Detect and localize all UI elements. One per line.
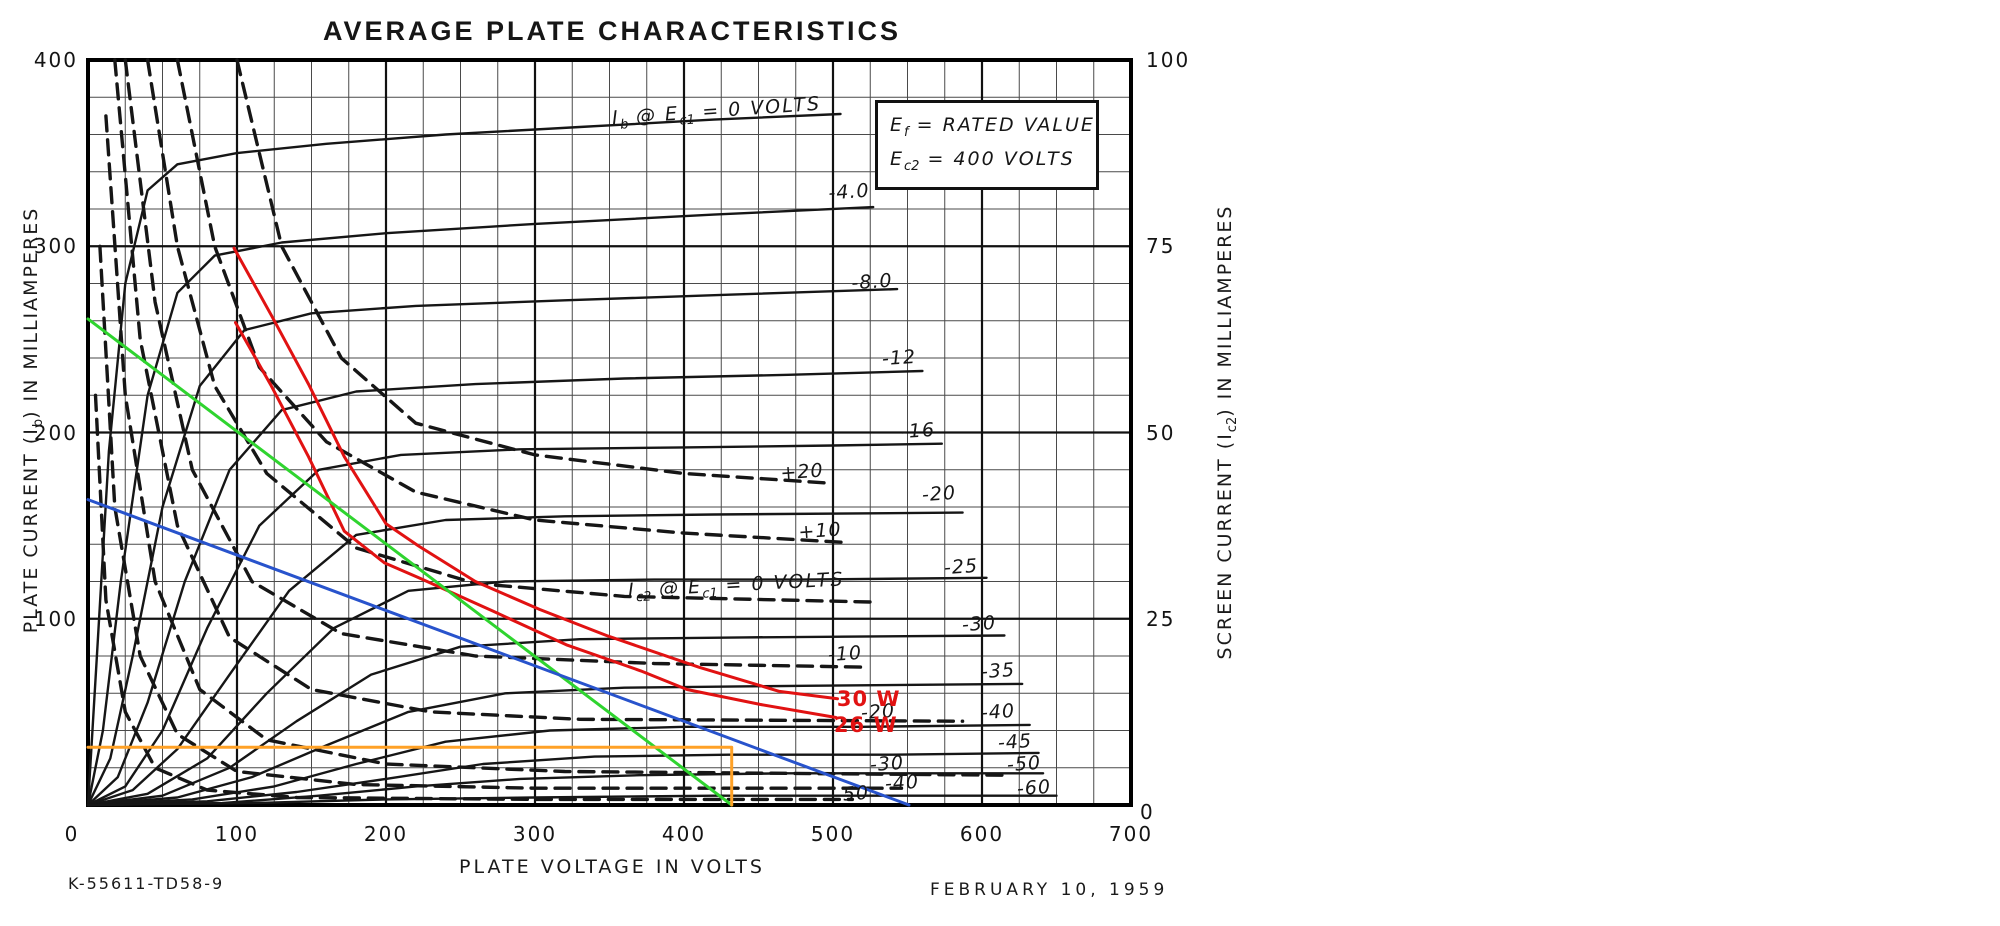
drawing-number: K-55611-TD58-9 xyxy=(68,874,225,893)
grid-bias-curve-label: -30 xyxy=(961,612,997,637)
grid-bias-curve-label: -35 xyxy=(980,658,1017,684)
curve-ib-ec1--35 xyxy=(86,682,1024,807)
y-axis-right-title: SCREEN CURRENT (Ic2) IN MILLIAMPERES xyxy=(1214,204,1240,660)
grid-bias-curve-label: +10 xyxy=(797,518,842,544)
y-right-tick-label: 50 xyxy=(1146,420,1176,445)
condition-line-ef: Ef = RATED VALUE xyxy=(890,114,1095,140)
grid-bias-curve-label: -20 xyxy=(921,481,957,507)
grid-bias-curve-label: -60 xyxy=(1016,776,1052,801)
curve-ic2-ec1--20 xyxy=(113,58,965,723)
curve-30-w-dissipation-limit xyxy=(232,246,839,701)
curve-orange-operating-point-marker xyxy=(86,745,734,807)
y-left-tick-label: 300 xyxy=(33,234,78,259)
grid-bias-curve-label: -4.0 xyxy=(828,179,871,205)
y-right-tick-label: 25 xyxy=(1146,606,1176,631)
curve-ic2-ec1-+20 xyxy=(235,58,826,485)
x-axis-title: PLATE VOLTAGE IN VOLTS xyxy=(459,856,765,878)
curve-ic2-ec1--10 xyxy=(123,58,871,669)
grid-bias-curve-label: -50 xyxy=(834,781,871,806)
curve-ic2-ec1--30 xyxy=(104,114,1011,777)
power-annotation-label: 26 W xyxy=(833,712,898,737)
y-right-tick-label: 100 xyxy=(1146,48,1191,72)
x-tick-label: 0 xyxy=(64,822,80,846)
grid-bias-curve-label: -40 xyxy=(980,699,1017,725)
y-right-tick-label: 0 xyxy=(1140,800,1155,824)
grid-bias-curve-label: -25 xyxy=(943,554,979,579)
curve-ib-ec1--16 xyxy=(86,442,943,807)
curve-ic2-ec1-0 xyxy=(145,58,872,604)
y-axis-left-title: PLATE CURRENT (Ib) IN MILLIAMPERES xyxy=(20,206,46,634)
grid-bias-curve-label: -10 xyxy=(827,641,863,667)
condition-line-ec2: Ec2 = 400 VOLTS xyxy=(890,147,1075,174)
page-title: AVERAGE PLATE CHARACTERISTICS xyxy=(322,16,902,46)
curve-ib-ec1--20 xyxy=(86,511,964,807)
curve-ib-ec1--60 xyxy=(86,794,1058,807)
x-tick-label: 600 xyxy=(959,822,1005,846)
curve-ib-ec1--4-0 xyxy=(86,205,875,807)
curve-ib-ec1--40 xyxy=(86,723,1031,807)
curve-ic2-ec1--50 xyxy=(93,393,855,802)
x-tick-label: 100 xyxy=(214,822,260,846)
x-tick-label: 400 xyxy=(661,822,707,846)
grid-bias-curve-label: -45 xyxy=(997,729,1033,754)
x-tick-label: 300 xyxy=(512,822,558,846)
x-tick-label: 700 xyxy=(1108,822,1154,846)
date-label: FEBRUARY 10, 1959 xyxy=(930,880,1169,900)
power-annotation-label: 30 W xyxy=(836,686,901,711)
curve-ib-ec1--45 xyxy=(86,751,1040,807)
curve-ic2-ec1--40 xyxy=(98,244,904,790)
curve-ib-ec1-0 xyxy=(86,112,842,807)
grid-bias-curve-label: -12 xyxy=(880,345,917,371)
plate-characteristics-chart xyxy=(86,58,1133,807)
plot-frame xyxy=(86,58,1133,807)
y-left-tick-label: 400 xyxy=(33,48,78,72)
curve-blue-load-line xyxy=(86,498,911,807)
x-tick-label: 500 xyxy=(810,822,856,846)
conditions-box: Ef = RATED VALUE Ec2 = 400 VOLTS xyxy=(875,100,1099,190)
curve-ic2-ec1-+10 xyxy=(175,58,847,545)
grid-bias-curve-label: -8.0 xyxy=(850,269,893,295)
grid-bias-curve-label: -16 xyxy=(900,418,936,443)
curve-ib-ec1--30 xyxy=(86,634,1006,807)
curve-26-w-dissipation-limit xyxy=(234,321,838,719)
curve-ib-ec1--12 xyxy=(86,369,924,807)
curve-ib-ec1--25 xyxy=(86,576,988,807)
grid-bias-curve-label: -40 xyxy=(883,770,920,795)
grid-bias-curve-label: -50 xyxy=(1005,751,1042,777)
y-left-tick-label: 200 xyxy=(33,420,78,445)
x-tick-label: 200 xyxy=(363,822,409,846)
y-right-tick-label: 75 xyxy=(1146,234,1176,259)
y-left-tick-label: 100 xyxy=(33,606,78,631)
curve-green-load-line xyxy=(86,317,734,807)
grid-bias-curve-label: +20 xyxy=(779,459,824,485)
